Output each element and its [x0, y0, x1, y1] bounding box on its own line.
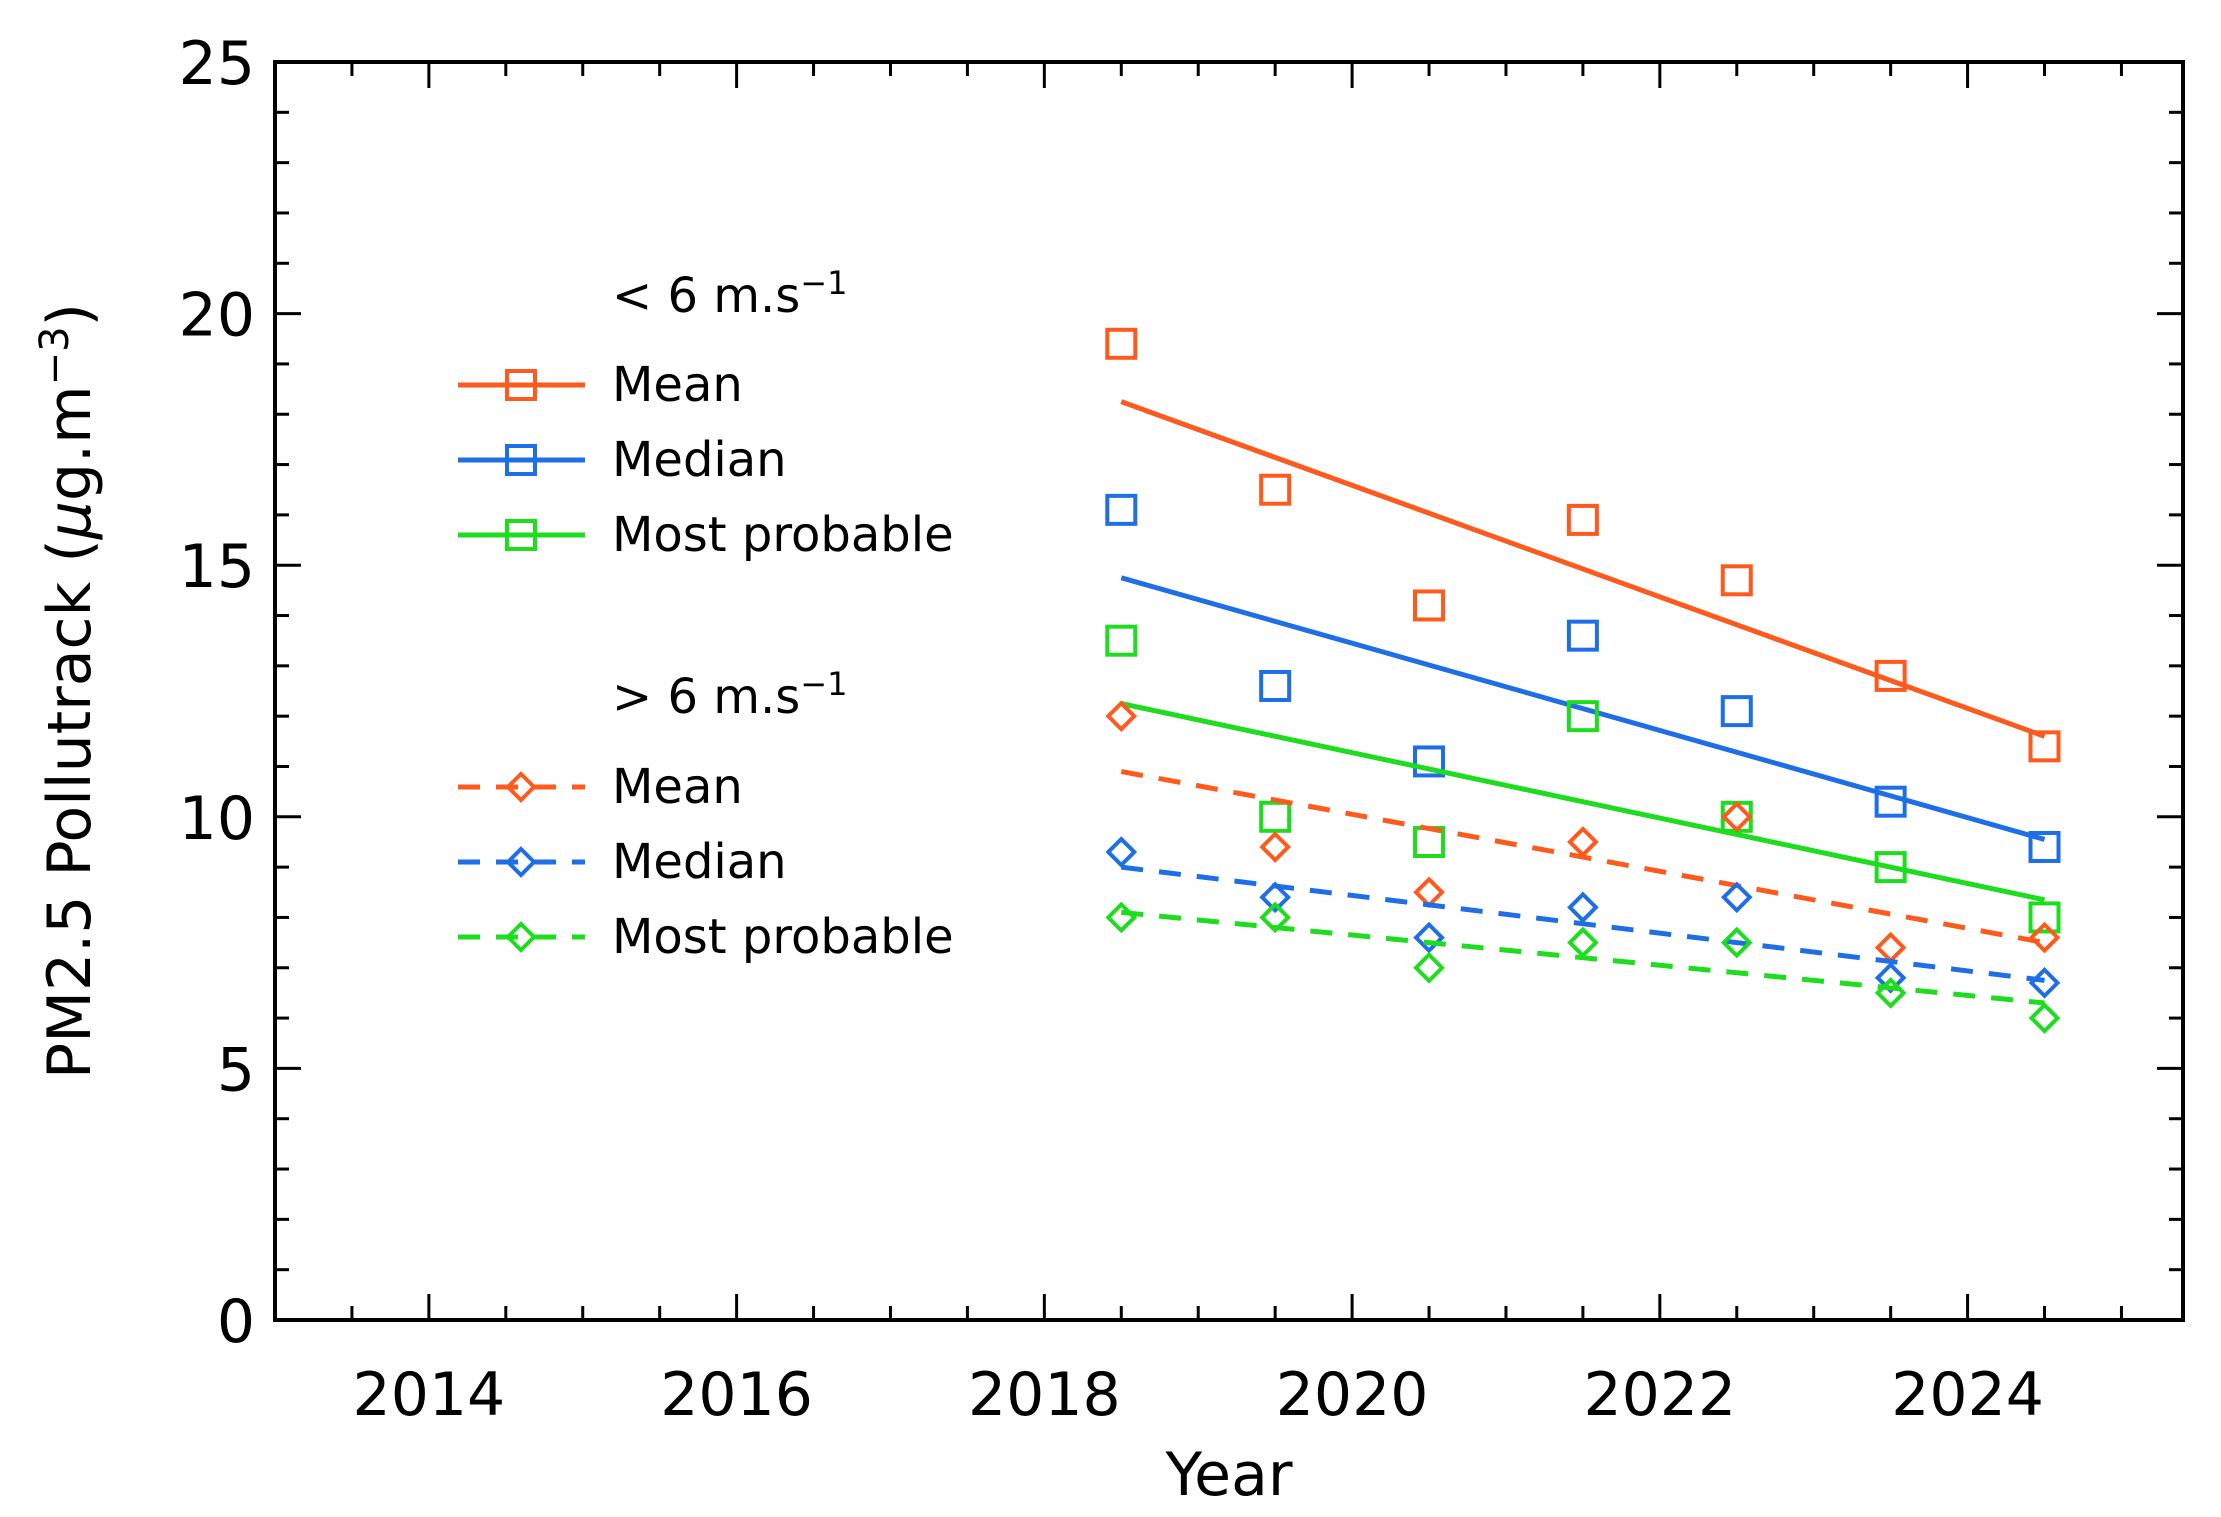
- data-point: [2028, 901, 2061, 934]
- data-point: [1874, 659, 1907, 692]
- legend-marker: [505, 921, 537, 953]
- series-fit-line: [1120, 701, 2046, 903]
- x-tick-label: 2020: [1276, 1360, 1429, 1430]
- y-axis-label-mu: μ: [35, 501, 105, 540]
- series-1: [1105, 493, 2061, 863]
- data-point: [1259, 669, 1292, 702]
- legend-group-title-exp: −1: [800, 665, 847, 703]
- data-point: [2028, 730, 2061, 763]
- data-point: [1720, 564, 1753, 597]
- legend-marker: [505, 846, 537, 878]
- y-tick-label: 5: [217, 1035, 255, 1105]
- legend-label: Median: [612, 834, 787, 890]
- y-axis-label-unit: g.m: [35, 385, 105, 501]
- data-point: [2028, 1002, 2061, 1034]
- data-point: [1259, 831, 1291, 863]
- data-point: [1105, 493, 1138, 526]
- data-point: [1874, 977, 1907, 1009]
- legend-entry: Most probable: [458, 909, 954, 965]
- legend-entry: Mean: [458, 357, 743, 413]
- x-tick-label: 2014: [353, 1360, 506, 1430]
- data-point: [1259, 901, 1291, 934]
- data-point: [1105, 836, 1138, 868]
- y-axis-label-exp: −3: [32, 326, 78, 385]
- x-tick-label: 2018: [968, 1360, 1121, 1430]
- plot-area: [1105, 327, 2061, 1034]
- legend-marker: [505, 519, 537, 551]
- axes: 2014 2016 2018 2020 2022 2024 0 5 10 15 20 25: [179, 29, 2185, 1430]
- data-point: [1413, 745, 1446, 778]
- series-4: [1105, 836, 2061, 999]
- x-tick-label: 2016: [660, 1360, 813, 1430]
- y-axis-label-close: ): [35, 303, 105, 326]
- x-axis-label: Year: [1164, 1440, 1292, 1510]
- legend-label: Median: [612, 432, 787, 488]
- data-point: [1874, 931, 1907, 964]
- legend-label: Most probable: [612, 909, 954, 965]
- series-fit-line: [1120, 575, 2046, 842]
- legend-marker: [505, 771, 537, 803]
- series-0: [1105, 327, 2061, 763]
- legend-entry: Most probable: [458, 507, 954, 563]
- data-point: [1413, 876, 1445, 909]
- data-point: [1259, 473, 1292, 506]
- y-axis-label-main: PM2.5 Pollutrack (: [35, 539, 105, 1079]
- legend-group-title-exp: −1: [800, 264, 847, 302]
- data-point: [1413, 951, 1445, 984]
- legend-entry: Median: [458, 834, 787, 890]
- legend-entry: Median: [458, 432, 787, 488]
- data-point: [2028, 967, 2061, 999]
- legend-entry: Mean: [458, 759, 743, 815]
- y-tick-label: 10: [179, 784, 255, 854]
- data-point: [1259, 800, 1292, 833]
- series-3: [1105, 700, 2061, 964]
- data-point: [1720, 926, 1753, 959]
- data-point: [2028, 830, 2061, 863]
- legend-marker: [505, 369, 537, 401]
- series-fit-line: [1120, 864, 2045, 983]
- plot-frame: [273, 60, 2185, 1322]
- y-tick-label: 15: [179, 532, 255, 602]
- series-fit-line: [1120, 399, 2046, 739]
- data-point: [1105, 901, 1138, 934]
- y-tick-label: 25: [179, 29, 255, 99]
- data-point: [1566, 700, 1599, 733]
- data-point: [2028, 921, 2061, 954]
- legend-group-title-prefix: < 6 m.s: [612, 268, 800, 324]
- data-point: [1105, 700, 1138, 732]
- x-tick-label: 2024: [1891, 1360, 2044, 1430]
- data-point: [1874, 961, 1907, 994]
- legend-group-title: < 6 m.s−1: [612, 264, 847, 324]
- data-point: [1720, 800, 1753, 833]
- data-point: [1567, 926, 1599, 959]
- series-2: [1105, 624, 2061, 934]
- data-point: [1566, 619, 1599, 652]
- data-point: [1874, 851, 1907, 884]
- legend-group-title: > 6 m.s−1: [612, 665, 847, 725]
- legend-group-title-prefix: > 6 m.s: [612, 669, 800, 725]
- y-axis-label: PM2.5 Pollutrack (μg.m−3): [32, 303, 105, 1079]
- data-point: [1567, 826, 1599, 858]
- series-5: [1105, 901, 2061, 1034]
- data-point: [1105, 624, 1138, 657]
- data-point: [1567, 891, 1599, 924]
- legend-marker: [505, 444, 537, 476]
- data-point: [1720, 695, 1753, 728]
- data-point: [1566, 503, 1599, 536]
- x-tick-label: 2022: [1583, 1360, 1736, 1430]
- legend-label: Mean: [612, 357, 743, 413]
- data-point: [1720, 881, 1753, 914]
- legend-label: Most probable: [612, 507, 954, 563]
- data-point: [1105, 327, 1138, 360]
- y-tick-label: 0: [217, 1287, 255, 1357]
- y-tick-label: 20: [179, 281, 255, 351]
- legend-label: Mean: [612, 759, 743, 815]
- data-point: [1413, 921, 1445, 954]
- data-point: [1259, 881, 1291, 914]
- data-point: [1720, 800, 1753, 833]
- data-point: [1874, 785, 1907, 818]
- data-point: [1413, 589, 1446, 622]
